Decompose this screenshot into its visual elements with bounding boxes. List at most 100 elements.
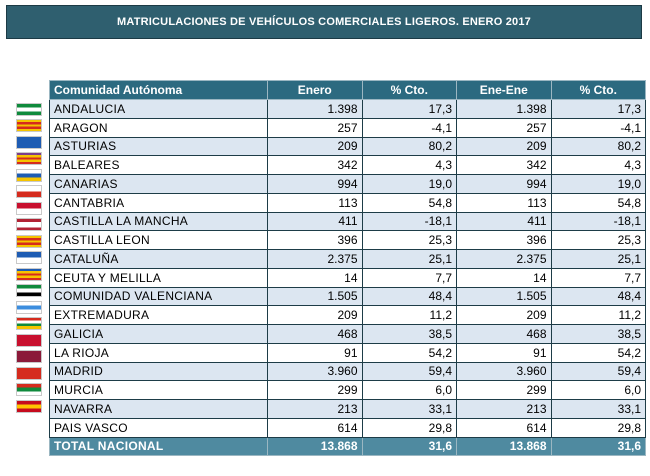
table-row: ASTURIAS 209 80,2 209 80,2 bbox=[49, 136, 646, 157]
pais-vasco-flag-icon bbox=[16, 383, 42, 396]
cell-enero: 257 bbox=[267, 117, 363, 138]
cell-comunidad: ASTURIAS bbox=[49, 136, 268, 157]
table-row: CASTILLA LEON 396 25,3 396 25,3 bbox=[49, 230, 646, 250]
murcia-flag-icon bbox=[16, 350, 42, 363]
header-cto-2: % Cto. bbox=[550, 80, 646, 100]
cell-enero: 299 bbox=[267, 380, 363, 400]
cell-ene-ene: 113 bbox=[456, 192, 552, 213]
cell-cto-2: 4,3 bbox=[550, 155, 646, 175]
total-cto-1: 31,6 bbox=[361, 436, 457, 457]
aragon-flag-icon bbox=[16, 119, 42, 132]
cell-cto-1: -18,1 bbox=[361, 211, 457, 232]
espana-flag-icon bbox=[16, 399, 42, 413]
cell-cto-1: 19,0 bbox=[361, 174, 457, 194]
cell-enero: 213 bbox=[267, 399, 363, 419]
cell-ene-ene: 299 bbox=[456, 380, 552, 400]
data-table: Comunidad Autónoma Enero % Cto. Ene-Ene … bbox=[49, 80, 646, 457]
cell-comunidad: CASTILLA LA MANCHA bbox=[49, 211, 268, 232]
table-row: CASTILLA LA MANCHA 411 -18,1 411 -18,1 bbox=[49, 211, 646, 232]
cell-ene-ene: 614 bbox=[456, 417, 552, 438]
table-row: CANARIAS 994 19,0 994 19,0 bbox=[49, 174, 646, 194]
total-ene-ene: 13.868 bbox=[456, 436, 552, 457]
cell-cto-1: 33,1 bbox=[361, 399, 457, 419]
table-row: ARAGON 257 -4,1 257 -4,1 bbox=[49, 117, 646, 138]
total-cto-2: 31,6 bbox=[550, 436, 646, 457]
cell-cto-2: 33,1 bbox=[550, 399, 646, 419]
cell-cto-2: 38,5 bbox=[550, 324, 646, 344]
cell-ene-ene: 994 bbox=[456, 174, 552, 194]
cell-enero: 91 bbox=[267, 342, 363, 363]
cell-ene-ene: 209 bbox=[456, 136, 552, 157]
cell-comunidad: ARAGON bbox=[49, 117, 268, 138]
baleares-flag-icon bbox=[16, 152, 42, 165]
cell-cto-1: 29,8 bbox=[361, 417, 457, 438]
cell-enero: 209 bbox=[267, 305, 363, 325]
cell-cto-1: 80,2 bbox=[361, 136, 457, 157]
cell-enero: 614 bbox=[267, 417, 363, 438]
canarias-flag-icon bbox=[16, 168, 42, 182]
table-row: LA RIOJA 91 54,2 91 54,2 bbox=[49, 342, 646, 363]
la-rioja-flag-icon bbox=[16, 317, 42, 330]
cell-cto-2: -18,1 bbox=[550, 211, 646, 232]
cell-cto-2: 54,2 bbox=[550, 342, 646, 363]
castilla-la-mancha-flag-icon bbox=[16, 201, 42, 215]
cell-enero: 411 bbox=[267, 211, 363, 232]
cell-ene-ene: 411 bbox=[456, 211, 552, 232]
madrid-flag-icon bbox=[16, 333, 42, 347]
cell-enero: 1.505 bbox=[267, 286, 363, 307]
title-bar: MATRICULACIONES DE VEHÍCULOS COMERCIALES… bbox=[6, 5, 642, 39]
comunidad-valenciana-flag-icon bbox=[16, 267, 42, 281]
cell-cto-2: 19,0 bbox=[550, 174, 646, 194]
cell-cto-1: -4,1 bbox=[361, 117, 457, 138]
cell-comunidad: CEUTA Y MELILLA bbox=[49, 267, 268, 288]
table-header-row: Comunidad Autónoma Enero % Cto. Ene-Ene … bbox=[49, 80, 646, 100]
registrations-table: Comunidad Autónoma Enero % Cto. Ene-Ene … bbox=[49, 80, 646, 457]
cell-comunidad: MADRID bbox=[49, 361, 268, 382]
cell-ene-ene: 213 bbox=[456, 399, 552, 419]
cell-cto-2: 25,1 bbox=[550, 249, 646, 269]
cell-cto-2: 48,4 bbox=[550, 286, 646, 307]
table-row: ANDALUCIA 1.398 17,3 1.398 17,3 bbox=[49, 99, 646, 119]
cell-enero: 2.375 bbox=[267, 249, 363, 269]
table-row: BALEARES 342 4,3 342 4,3 bbox=[49, 155, 646, 175]
navarra-flag-icon bbox=[16, 366, 42, 380]
cell-cto-2: 25,3 bbox=[550, 230, 646, 250]
cell-comunidad: CANTABRIA bbox=[49, 192, 268, 213]
cell-cto-1: 4,3 bbox=[361, 155, 457, 175]
cell-cto-1: 7,7 bbox=[361, 267, 457, 288]
cell-enero: 1.398 bbox=[267, 99, 363, 119]
cell-cto-1: 48,4 bbox=[361, 286, 457, 307]
total-row: TOTAL NACIONAL 13.868 31,6 13.868 31,6 bbox=[49, 436, 646, 457]
cell-comunidad: PAIS VASCO bbox=[49, 417, 268, 438]
header-enero: Enero bbox=[267, 80, 363, 100]
cell-comunidad: CASTILLA LEON bbox=[49, 230, 268, 250]
cataluna-flag-icon bbox=[16, 234, 42, 248]
cell-comunidad: LA RIOJA bbox=[49, 342, 268, 363]
cell-cto-1: 11,2 bbox=[361, 305, 457, 325]
cell-ene-ene: 14 bbox=[456, 267, 552, 288]
cell-cto-1: 54,8 bbox=[361, 192, 457, 213]
cell-enero: 113 bbox=[267, 192, 363, 213]
total-name: TOTAL NACIONAL bbox=[49, 436, 268, 457]
cell-enero: 342 bbox=[267, 155, 363, 175]
cell-comunidad: CATALUÑA bbox=[49, 249, 268, 269]
cell-ene-ene: 342 bbox=[456, 155, 552, 175]
cell-enero: 14 bbox=[267, 267, 363, 288]
extremadura-flag-icon bbox=[16, 284, 42, 297]
cell-ene-ene: 1.505 bbox=[456, 286, 552, 307]
table-row: CATALUÑA 2.375 25,1 2.375 25,1 bbox=[49, 249, 646, 269]
ceuta-melilla-flag-icon bbox=[16, 251, 42, 264]
cell-comunidad: EXTREMADURA bbox=[49, 305, 268, 325]
header-comunidad: Comunidad Autónoma bbox=[49, 80, 268, 100]
cell-ene-ene: 468 bbox=[456, 324, 552, 344]
cell-cto-2: 17,3 bbox=[550, 99, 646, 119]
table-row: MURCIA 299 6,0 299 6,0 bbox=[49, 380, 646, 400]
cell-enero: 994 bbox=[267, 174, 363, 194]
cell-cto-2: 11,2 bbox=[550, 305, 646, 325]
cell-cto-2: 54,8 bbox=[550, 192, 646, 213]
page-title: MATRICULACIONES DE VEHÍCULOS COMERCIALES… bbox=[117, 16, 531, 28]
cantabria-flag-icon bbox=[16, 185, 42, 198]
flag-column bbox=[16, 99, 42, 416]
cell-cto-2: -4,1 bbox=[550, 117, 646, 138]
cell-cto-1: 59,4 bbox=[361, 361, 457, 382]
